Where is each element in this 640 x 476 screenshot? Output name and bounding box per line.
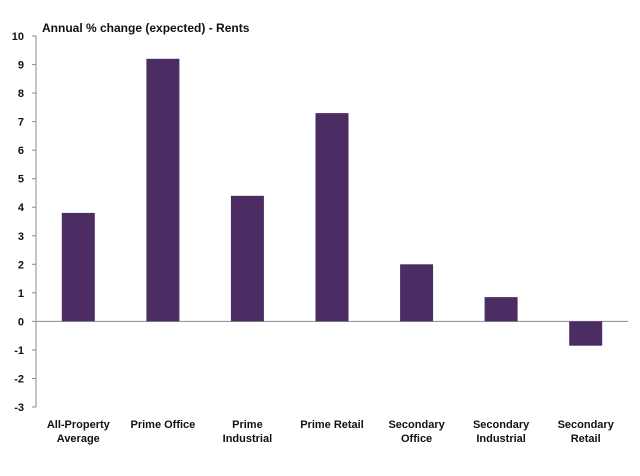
x-tick-label-line: Prime Office: [130, 419, 195, 431]
y-tick-label: 2: [18, 259, 24, 271]
x-tick-label-line: Secondary: [388, 419, 445, 431]
chart-title: Annual % change (expected) - Rents: [42, 21, 250, 35]
y-tick-label: 9: [18, 60, 24, 72]
y-tick-label: 0: [18, 316, 24, 328]
y-tick-label: -1: [14, 345, 24, 357]
y-tick-label: 6: [18, 145, 24, 157]
x-tick-label-line: Office: [401, 433, 432, 445]
x-tick-label: Prime Retail: [300, 419, 364, 431]
x-axis-labels: All-Property Average Prime Office Prime Indu…: [47, 419, 615, 445]
bar: [146, 58, 180, 322]
y-tick-label: -3: [14, 402, 24, 414]
bar: [230, 195, 264, 322]
x-tick-label-line: Prime Retail: [300, 419, 364, 431]
x-tick-label-line: All-Property: [47, 419, 111, 431]
x-tick-label-line: Secondary: [558, 419, 615, 431]
bars: [61, 58, 603, 346]
x-tick-label: Prime Industrial: [223, 419, 273, 445]
y-tick-label: 10: [12, 31, 24, 43]
x-tick-label: Secondary Office: [388, 419, 445, 445]
bar: [400, 264, 434, 322]
y-tick-label: 7: [18, 117, 24, 129]
bar: [61, 212, 95, 322]
y-tick-label: 1: [18, 288, 24, 300]
x-tick-label-line: Average: [57, 433, 100, 445]
bar: [484, 297, 518, 322]
y-tick-label: 3: [18, 231, 24, 243]
y-tick-label: 5: [18, 174, 24, 186]
bar: [315, 113, 349, 322]
x-tick-label-line: Prime: [232, 419, 263, 431]
x-tick-label: All-Property Average: [47, 419, 111, 445]
x-tick-label: Secondary Retail: [558, 419, 615, 445]
x-tick-label-line: Industrial: [476, 433, 526, 445]
y-tick-label: 8: [18, 88, 24, 100]
x-tick-label: Secondary Industrial: [473, 419, 530, 445]
x-tick-label: Prime Office: [130, 419, 195, 431]
y-tick-label: 4: [18, 202, 25, 214]
bar: [569, 321, 603, 346]
x-tick-label-line: Secondary: [473, 419, 530, 431]
y-tick-label: -2: [14, 373, 24, 385]
x-tick-label-line: Industrial: [223, 433, 273, 445]
x-tick-label-line: Retail: [571, 433, 601, 445]
